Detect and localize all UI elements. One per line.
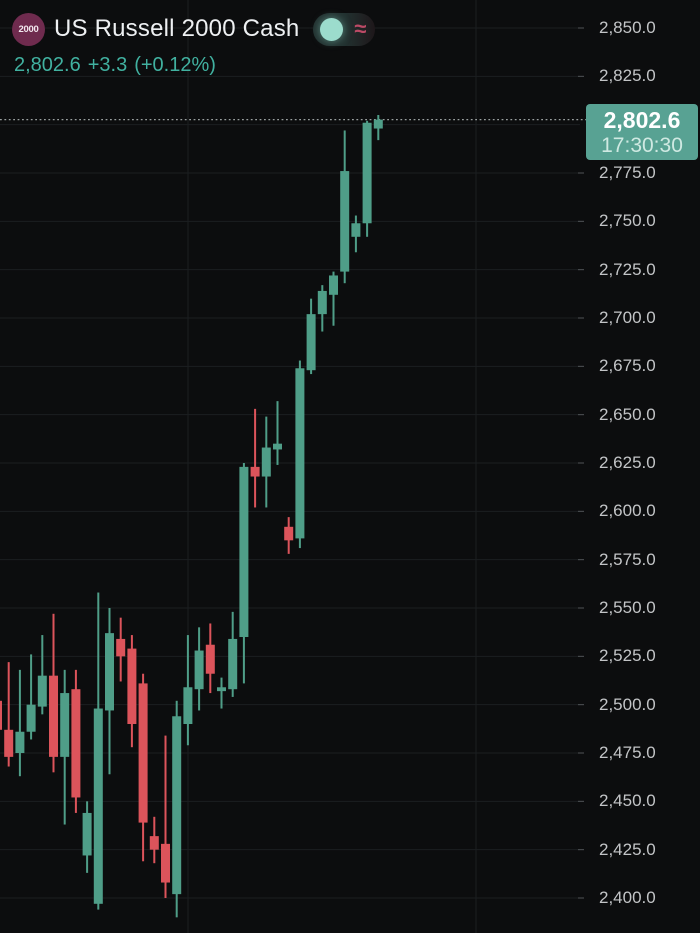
price-axis-label: 2,525.0 (599, 646, 656, 666)
candle-down[interactable] (161, 843, 170, 883)
candle-down[interactable] (4, 729, 14, 757)
candle-wick-up (276, 401, 279, 465)
candle-up[interactable] (172, 716, 182, 895)
candle-up[interactable] (351, 223, 361, 237)
price-axis-label: 2,750.0 (599, 211, 656, 231)
candle-up[interactable] (60, 693, 70, 757)
candle-up[interactable] (37, 675, 47, 707)
price-axis-label: 2,600.0 (599, 501, 656, 521)
market-open-dot-icon (320, 17, 344, 41)
candle-wick-down (7, 662, 10, 767)
candle-down[interactable] (49, 675, 58, 757)
candle-down[interactable] (71, 689, 81, 798)
candle-down[interactable] (284, 526, 294, 541)
candle-down[interactable] (250, 466, 260, 477)
price-axis-label: 2,450.0 (599, 791, 656, 811)
candle-wick-up (332, 271, 335, 326)
symbol-badge-label: 2000 (18, 23, 39, 35)
candle-up[interactable] (317, 290, 327, 315)
price-axis-label: 2,850.0 (599, 18, 656, 37)
candle-up[interactable] (15, 731, 25, 753)
price-axis-label: 2,500.0 (599, 694, 656, 714)
price-axis-label: 2,400.0 (599, 888, 656, 907)
candle-wick-up (30, 654, 33, 740)
bar-countdown: 17:30:30 (601, 133, 683, 157)
candle-down[interactable] (138, 683, 148, 823)
candle-up[interactable] (217, 687, 226, 692)
price-axis-label: 2,825.0 (599, 66, 656, 86)
candle-up[interactable] (306, 314, 316, 371)
candle-wick-down (254, 408, 257, 508)
price-change: +3.3 (87, 54, 128, 76)
price-change-row: 2,802.6 +3.3 (+0.12%) (14, 54, 375, 77)
candle-down[interactable] (0, 700, 2, 730)
current-price-label: 2,802.6 17:30:30 (586, 104, 698, 160)
extended-hours-icon: ≈ (354, 16, 367, 41)
candle-up[interactable] (329, 275, 338, 295)
candle-up[interactable] (228, 638, 238, 690)
candle-up[interactable] (194, 650, 204, 690)
symbol-header: 2000 US Russell 2000 Cash ≈ 2,802.6 +3.3… (12, 12, 376, 77)
price-axis-label: 2,775.0 (599, 163, 656, 182)
candle-up[interactable] (26, 704, 36, 732)
candle-wick-up (220, 677, 223, 709)
current-price-value: 2,802.6 (603, 106, 681, 133)
price-axis-label: 2,650.0 (599, 404, 656, 424)
price-change-percent: (+0.12%) (134, 54, 216, 76)
candle-up[interactable] (261, 447, 271, 477)
candle-up[interactable] (239, 466, 249, 637)
candle-up[interactable] (105, 633, 114, 711)
candle-down[interactable] (116, 638, 126, 657)
price-axis-label: 2,725.0 (599, 259, 656, 279)
candle-up[interactable] (273, 443, 282, 450)
price-axis-label: 2,575.0 (599, 549, 656, 569)
candle-up[interactable] (295, 368, 305, 539)
candle-down[interactable] (149, 836, 159, 850)
candle-wick-down (164, 735, 167, 898)
candle-up[interactable] (93, 708, 103, 904)
candle-down[interactable] (127, 648, 137, 724)
candle-up[interactable] (340, 171, 350, 272)
candle-up[interactable] (362, 122, 372, 224)
price-axis-label: 2,675.0 (599, 356, 656, 376)
candle-up[interactable] (373, 119, 383, 129)
symbol-badge[interactable]: 2000 (12, 12, 45, 46)
symbol-row: 2000 US Russell 2000 Cash ≈ (12, 12, 376, 46)
last-price: 2,802.6 (14, 54, 81, 76)
candle-wick-up (18, 669, 21, 777)
price-axis-label: 2,425.0 (599, 839, 656, 859)
price-axis-label: 2,625.0 (599, 453, 656, 472)
session-status-toggle[interactable]: ≈ (313, 12, 376, 46)
candle-down[interactable] (205, 644, 215, 674)
candle-wick-up (41, 635, 44, 715)
candle-up[interactable] (183, 687, 193, 724)
candle-up[interactable] (82, 812, 92, 856)
symbol-title[interactable]: US Russell 2000 Cash (54, 15, 300, 42)
price-axis-label: 2,550.0 (599, 598, 656, 617)
price-axis-label: 2,475.0 (599, 743, 656, 762)
price-axis-label: 2,700.0 (599, 308, 656, 327)
